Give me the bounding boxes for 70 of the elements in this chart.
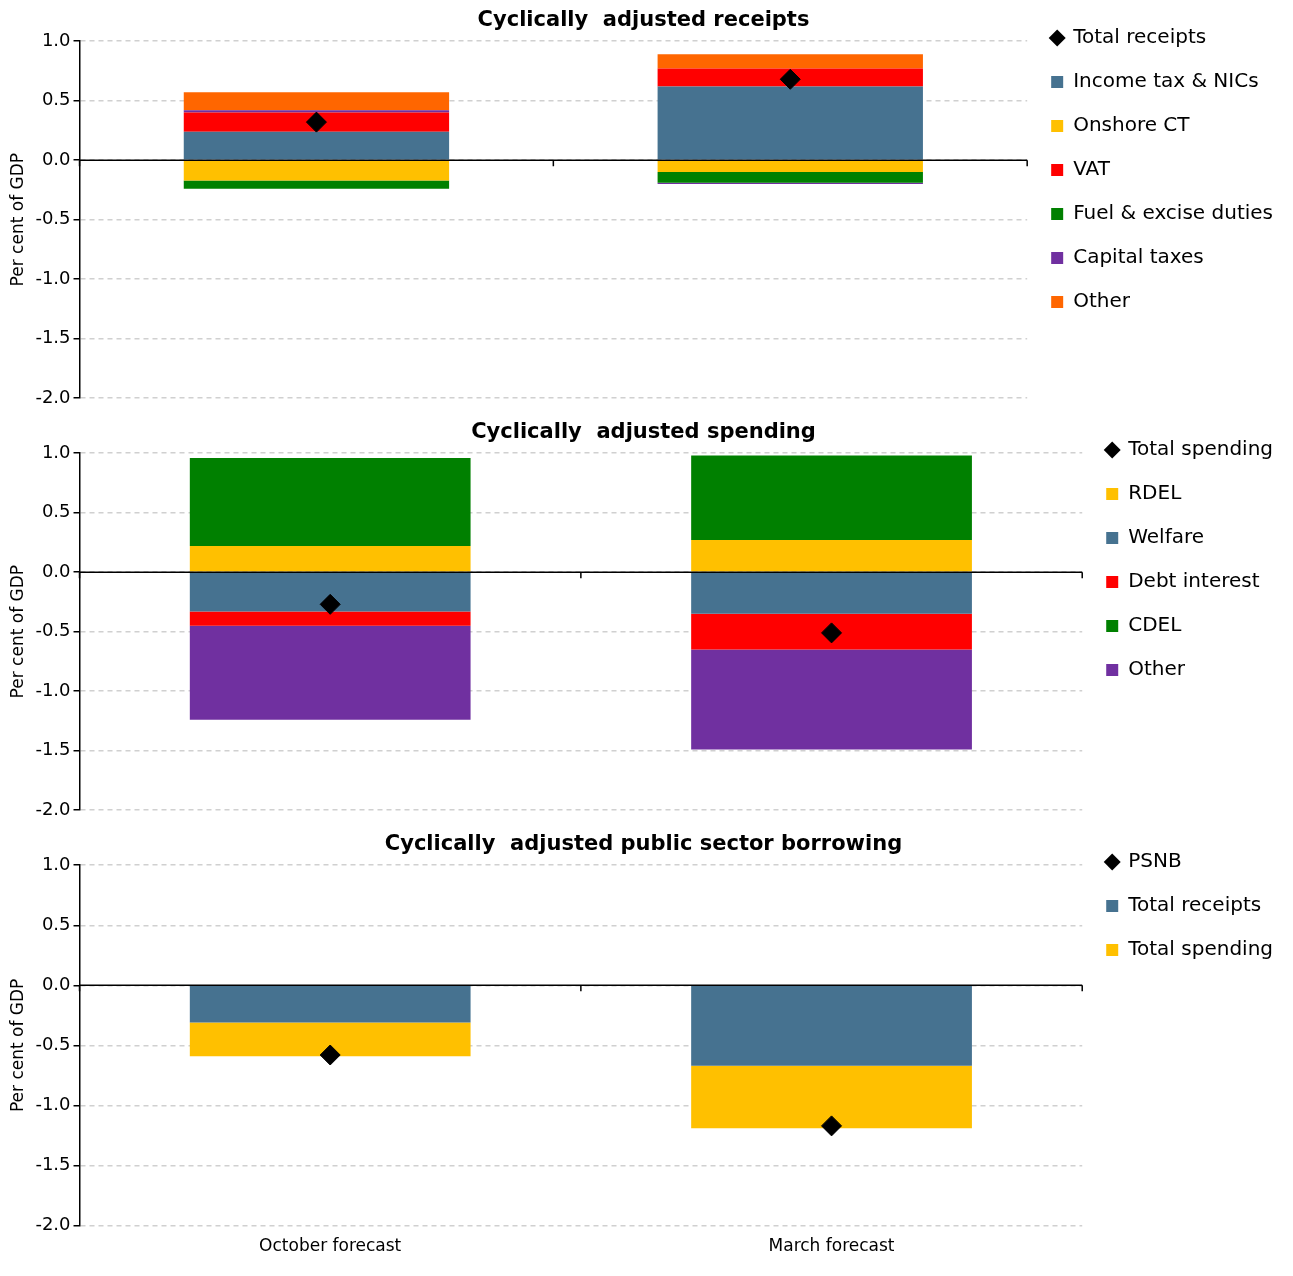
legend-label: Other: [1073, 288, 1131, 313]
x-tick-label: March forecast: [768, 1235, 895, 1256]
y-tick-label: -1.0: [35, 266, 71, 288]
y-tick-label: 1.0: [41, 852, 71, 874]
y-axis-title: Per cent of GDP: [6, 152, 27, 287]
bar: [183, 131, 450, 160]
y-tick-label: 1.0: [41, 28, 71, 50]
y-axis-title: Per cent of GDP: [6, 564, 27, 699]
y-tick-label: -0.5: [35, 1033, 71, 1055]
bar: [183, 92, 450, 111]
legend-label: Total spending: [1127, 436, 1274, 461]
y-tick-label: 0.5: [41, 500, 71, 522]
bar: [183, 180, 450, 189]
bar: [691, 613, 972, 650]
y-tick-label: -1.5: [35, 326, 71, 348]
bar: [691, 649, 972, 750]
y-tick-label: 0.0: [41, 973, 71, 995]
y-tick-label: -0.5: [35, 207, 71, 229]
chart-title: Cyclically adjusted public sector borrowing: [384, 831, 903, 856]
y-tick-label: 0.5: [41, 88, 71, 110]
y-tick-label: -1.5: [35, 738, 71, 760]
y-tick-label: 0.5: [41, 912, 71, 934]
bar: [657, 172, 923, 183]
legend-label: Other: [1128, 656, 1186, 681]
y-tick-label: 0.0: [41, 559, 71, 581]
y-tick-label: -1.5: [35, 1153, 71, 1175]
bar: [189, 986, 471, 1023]
bar: [183, 160, 450, 181]
y-tick-label: -0.5: [35, 619, 71, 641]
y-tick-label: 0.0: [41, 147, 71, 169]
bar: [183, 110, 450, 113]
y-axis-title: Per cent of GDP: [6, 978, 27, 1113]
y-tick-label: -1.0: [35, 678, 71, 700]
legend-label: Fuel & excise duties: [1073, 200, 1273, 225]
bar: [691, 572, 972, 614]
bar: [189, 625, 471, 720]
legend-label: CDEL: [1128, 612, 1183, 637]
legend-label: Welfare: [1128, 524, 1205, 549]
legend-label: PSNB: [1128, 848, 1182, 873]
bar: [183, 112, 450, 132]
y-tick-label: -1.0: [35, 1093, 71, 1115]
legend-label: Total receipts: [1127, 892, 1262, 917]
bar: [657, 160, 923, 173]
legend-label: Onshore CT: [1073, 112, 1191, 137]
y-tick-label: -2.0: [35, 797, 71, 819]
bar: [691, 540, 972, 572]
bar: [691, 1065, 972, 1129]
y-tick-label: -2.0: [35, 1213, 71, 1235]
chart-title: Cyclically adjusted spending: [471, 419, 816, 444]
bar: [189, 546, 471, 572]
x-tick-label: October forecast: [259, 1235, 402, 1256]
bar: [657, 68, 923, 87]
bar: [189, 457, 471, 547]
bar: [657, 86, 923, 160]
bar: [657, 54, 923, 69]
bar: [691, 455, 972, 541]
legend-label: Total receipts: [1072, 24, 1207, 49]
y-tick-label: -2.0: [35, 385, 71, 407]
y-tick-label: 1.0: [41, 440, 71, 462]
chart-title: Cyclically adjusted receipts: [477, 7, 810, 32]
bar: [189, 1022, 471, 1057]
legend-label: Capital taxes: [1073, 244, 1204, 269]
bar: [691, 986, 972, 1066]
legend-label: VAT: [1073, 156, 1111, 181]
legend-label: RDEL: [1128, 480, 1183, 505]
bar: [189, 572, 471, 612]
bar: [189, 611, 471, 626]
legend-label: Debt interest: [1128, 568, 1260, 593]
legend-label: Income tax & NICs: [1073, 68, 1259, 93]
legend-label: Total spending: [1127, 936, 1274, 961]
